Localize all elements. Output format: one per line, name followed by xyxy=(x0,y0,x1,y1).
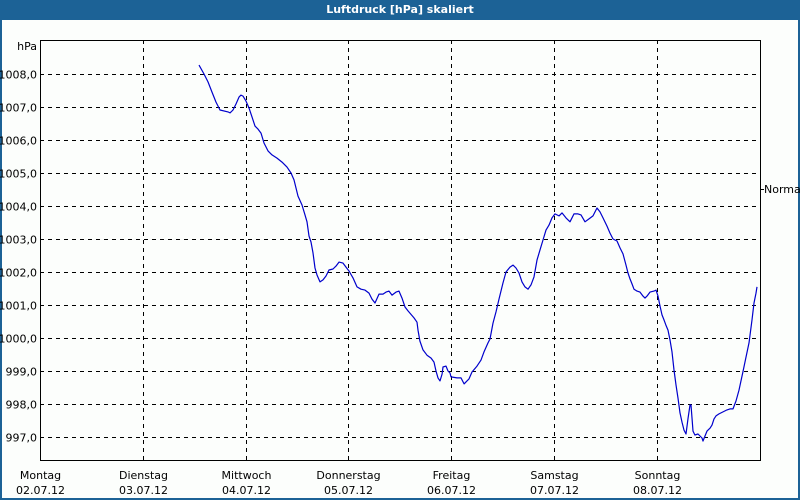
x-tick-date: 07.07.12 xyxy=(530,484,579,497)
x-tick-date: 02.07.12 xyxy=(16,484,65,497)
y-tick-label: 1002,0 xyxy=(0,267,37,280)
x-tick-day: Samstag xyxy=(530,469,578,482)
y-tick-label: 1007,0 xyxy=(0,102,37,115)
y-tick-label: 997,0 xyxy=(6,432,38,445)
y-tick-label: 1001,0 xyxy=(0,300,37,313)
normal-marker-label: Normal xyxy=(764,183,800,196)
y-tick-label: 1004,0 xyxy=(0,201,37,214)
x-tick-day: Montag xyxy=(20,469,61,482)
x-tick-day: Sonntag xyxy=(635,469,681,482)
y-tick-label: 1006,0 xyxy=(0,135,37,148)
y-tick-label: 999,0 xyxy=(6,366,38,379)
x-tick-date: 05.07.12 xyxy=(324,484,373,497)
y-tick-label: 1000,0 xyxy=(0,333,37,346)
x-tick-day: Donnerstag xyxy=(316,469,380,482)
y-axis-unit: hPa xyxy=(17,40,37,53)
x-tick-day: Mittwoch xyxy=(222,469,272,482)
pressure-series-line xyxy=(198,64,758,442)
x-tick-date: 06.07.12 xyxy=(427,484,476,497)
plot-frame xyxy=(40,40,761,461)
y-tick-label: 1005,0 xyxy=(0,168,37,181)
x-tick-day: Freitag xyxy=(433,469,471,482)
x-tick-date: 08.07.12 xyxy=(633,484,682,497)
y-tick-label: 1008,0 xyxy=(0,69,37,82)
y-tick-label: 998,0 xyxy=(6,399,38,412)
x-tick-date: 03.07.12 xyxy=(119,484,168,497)
y-tick-label: 1003,0 xyxy=(0,234,37,247)
x-tick-day: Dienstag xyxy=(119,469,168,482)
chart-title: Luftdruck [hPa] skaliert xyxy=(0,0,800,20)
x-tick-date: 04.07.12 xyxy=(222,484,271,497)
